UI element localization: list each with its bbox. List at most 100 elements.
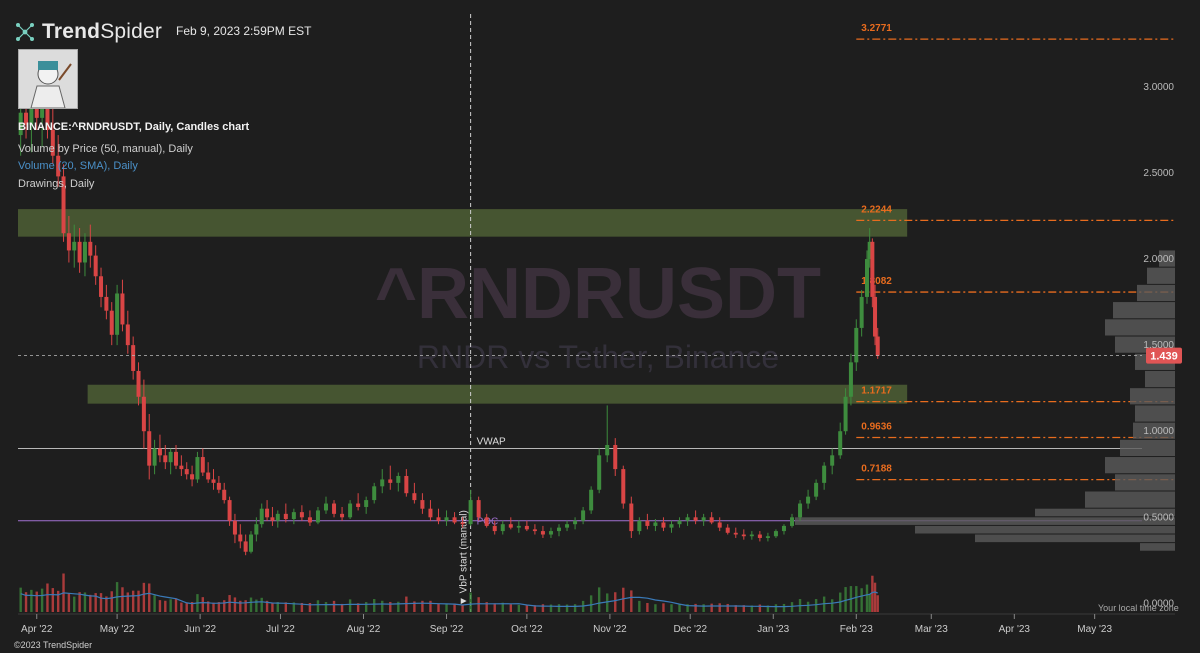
volume-bar <box>606 593 609 612</box>
candle <box>468 489 473 526</box>
candle-body <box>532 529 537 532</box>
candle-body <box>621 469 626 504</box>
candle <box>206 462 211 483</box>
volume-bar <box>56 590 60 612</box>
candle-body <box>179 465 184 470</box>
candle <box>168 448 173 475</box>
volume-bar <box>509 604 512 612</box>
volume-bar <box>239 600 242 612</box>
candle <box>323 496 328 514</box>
y-tick-label: 1.0000 <box>1143 426 1174 437</box>
x-tick-label: Jan '23 <box>757 624 789 635</box>
vbp-bar <box>1105 319 1175 336</box>
volume-bar <box>292 602 296 612</box>
candle <box>806 489 811 509</box>
volume-bar <box>742 605 746 612</box>
candle <box>492 520 497 535</box>
candle-body <box>653 522 658 526</box>
vbp-indicator-label[interactable]: Volume by Price (50, manual), Daily <box>18 143 193 155</box>
candle-body <box>141 396 146 432</box>
volume-bar <box>868 594 871 612</box>
candle-body <box>56 155 61 177</box>
candle <box>93 245 98 285</box>
volume-bar <box>121 587 124 612</box>
candle <box>66 216 71 263</box>
candle-body <box>822 465 827 483</box>
candle-layer <box>18 69 880 556</box>
candle <box>200 448 205 476</box>
vbp-bar <box>1147 267 1175 284</box>
candle-body <box>516 525 521 528</box>
volume-bar <box>233 597 237 612</box>
candle-body <box>72 241 77 251</box>
candle-body <box>222 489 227 501</box>
candle-body <box>291 512 296 520</box>
candle <box>307 510 312 526</box>
candle <box>291 508 296 525</box>
volume-bar <box>630 590 633 612</box>
candle <box>653 519 658 532</box>
candle-body <box>693 517 698 521</box>
x-tick-label: Apr '22 <box>21 624 53 635</box>
candle <box>104 284 109 320</box>
volume-bar <box>549 604 553 612</box>
candle <box>476 496 481 521</box>
candle <box>613 438 618 476</box>
volume-bar <box>83 592 87 612</box>
candle-body <box>340 513 345 518</box>
volume-bar <box>873 582 877 612</box>
candle-body <box>605 444 610 456</box>
volume-bar <box>646 602 649 612</box>
candle <box>179 455 184 476</box>
vbp-bar <box>1120 439 1175 457</box>
volume-bar <box>750 605 754 612</box>
volume-bar <box>185 602 188 612</box>
candle <box>340 506 345 521</box>
candle-body <box>508 524 513 528</box>
vbp-start-label: ▼ VbP start (manual) <box>459 510 470 606</box>
volume-bar <box>110 591 113 612</box>
volume-bar <box>830 599 834 612</box>
axis-layer: 1.439 0.0000 0.5000 1.0000 1.5000 2.0000 2.500… <box>18 82 1182 635</box>
candle <box>56 135 61 187</box>
chart-date: Feb 9, 2023 2:59PM EST <box>176 24 312 38</box>
candle-body <box>765 536 770 538</box>
candle-body <box>859 296 864 328</box>
volume-bar <box>217 602 221 612</box>
volume-bar <box>94 593 97 612</box>
candle <box>77 228 82 273</box>
vbp-bar <box>1133 422 1175 439</box>
vbp-bar <box>1130 388 1175 405</box>
candle <box>50 107 55 165</box>
candle-body <box>77 241 82 263</box>
candle <box>540 525 545 538</box>
candle <box>573 517 578 530</box>
candle <box>870 238 875 308</box>
candle <box>701 513 706 526</box>
vbp-bar <box>1085 491 1175 508</box>
volume-bar <box>201 597 204 612</box>
candle-body <box>741 534 746 537</box>
volume-indicator-label[interactable]: Volume (20, SMA), Daily <box>18 160 138 172</box>
volume-bar <box>445 603 448 612</box>
candle-body <box>870 241 875 297</box>
candle-body <box>476 500 481 518</box>
volume-bar <box>525 604 529 612</box>
volume-bar <box>284 602 288 612</box>
drawings-label[interactable]: Drawings, Daily <box>18 178 95 190</box>
candle <box>141 379 146 449</box>
candle-body <box>372 486 377 501</box>
candle <box>211 469 216 490</box>
x-tick-label: Sep '22 <box>430 624 464 635</box>
volume-bar <box>710 603 713 612</box>
candle <box>848 353 853 406</box>
candle-body <box>163 455 168 463</box>
candle <box>790 513 795 528</box>
volume-bar <box>67 592 71 612</box>
candle <box>152 439 157 475</box>
volume-bar <box>260 597 263 612</box>
candle-body <box>99 276 104 297</box>
volume-bar <box>806 601 810 612</box>
logo-network-icon <box>16 23 34 41</box>
